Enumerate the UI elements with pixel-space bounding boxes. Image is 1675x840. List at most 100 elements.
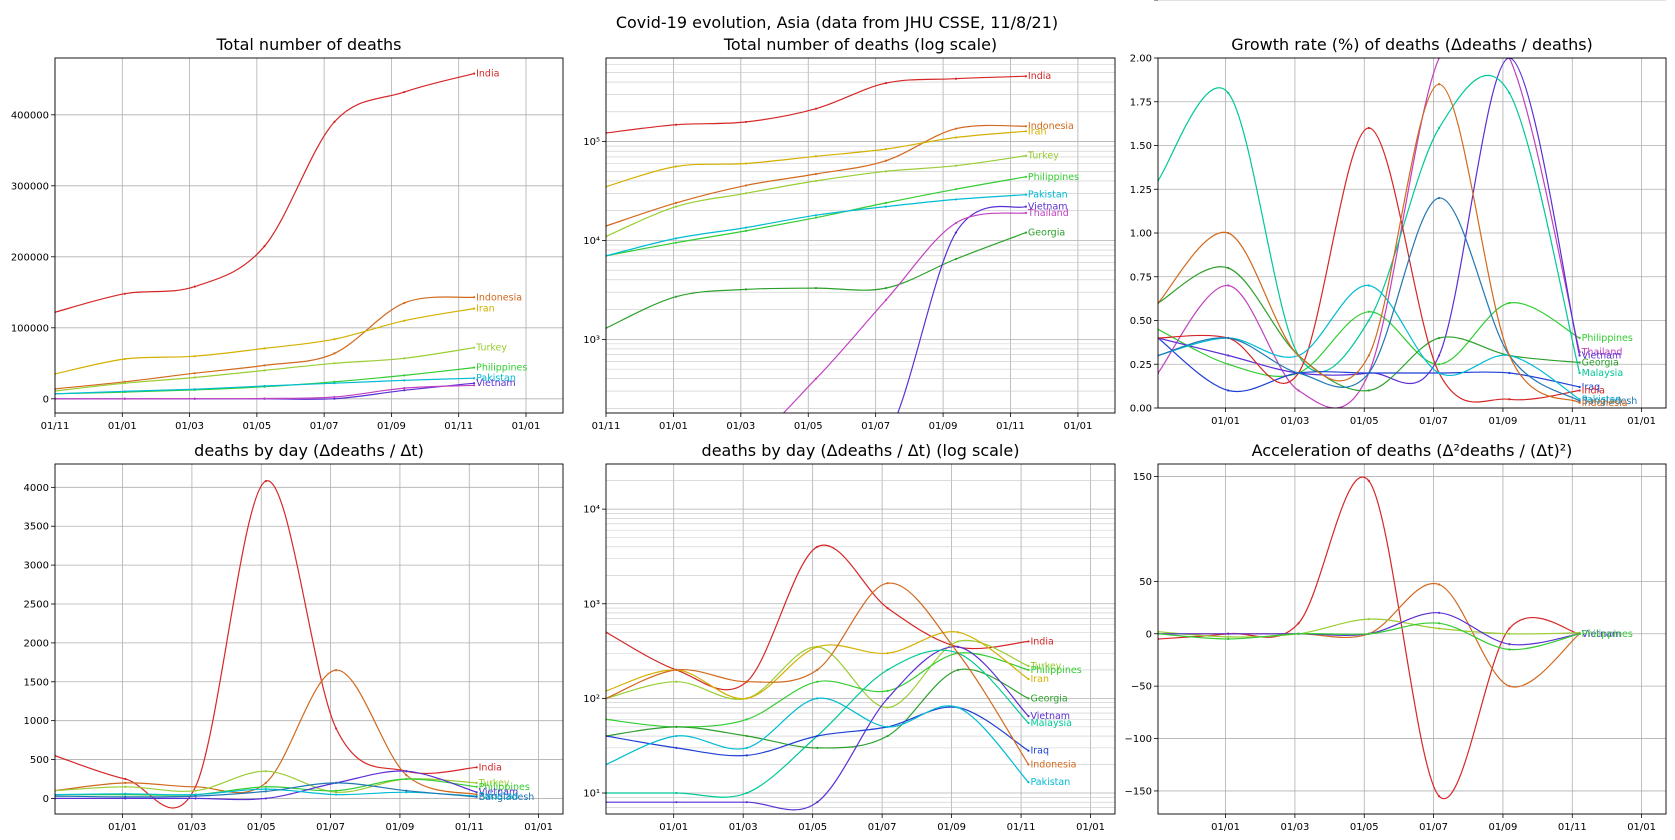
- y-tick-label: 2000: [24, 638, 49, 649]
- data-point: [744, 288, 748, 291]
- data-point: [1578, 385, 1581, 389]
- y-tick-label: −50: [1131, 682, 1152, 693]
- suptitle: Covid-19 evolution, Asia (data from JHU …: [616, 13, 1058, 32]
- chart-title: Total number of deaths: [215, 35, 401, 54]
- y-tick-label: 0.75: [1130, 272, 1152, 283]
- series-label: India: [1030, 636, 1053, 647]
- series-label: Indonesia: [1582, 398, 1628, 409]
- series-line-bangladesh: [1158, 197, 1580, 402]
- data-point: [263, 245, 266, 248]
- data-point: [814, 155, 818, 158]
- series-line-malaysia: [606, 649, 1029, 798]
- data-point: [675, 442, 677, 444]
- data-point: [194, 785, 197, 788]
- y-tick-label: 0: [43, 394, 49, 405]
- data-point: [745, 746, 748, 749]
- data-point: [475, 791, 478, 794]
- series-label: Philippines: [1582, 333, 1633, 344]
- series-label: Georgia: [1030, 693, 1067, 704]
- x-tick-label: 01/01: [1627, 416, 1656, 427]
- series-group: [605, 75, 1028, 444]
- series-label: Philippines: [1582, 629, 1633, 640]
- data-point: [1027, 664, 1030, 668]
- data-point: [1297, 354, 1300, 357]
- data-point: [333, 362, 336, 365]
- y-tick-label: 200000: [11, 252, 49, 263]
- data-point: [124, 795, 127, 798]
- series-label: Turkey: [478, 778, 510, 789]
- y-tick-label: 10⁴: [583, 236, 600, 247]
- series-label: Georgia: [1582, 358, 1619, 369]
- data-point: [193, 376, 196, 379]
- series-line-india: [606, 544, 1029, 691]
- series-label: Indonesia: [1030, 760, 1076, 771]
- series-label: Philippines: [1030, 665, 1081, 676]
- y-tick-label: 10¹: [583, 789, 600, 800]
- data-point: [1227, 266, 1230, 270]
- series-line-pakistan: [606, 697, 1029, 783]
- series-line-indonesia: [606, 582, 1030, 765]
- y-tick-label: 300000: [11, 181, 49, 192]
- data-point: [1367, 319, 1370, 322]
- data-point: [674, 205, 678, 208]
- y-tick-label: −150: [1125, 786, 1152, 797]
- data-point: [956, 668, 960, 672]
- x-tick-label: 01/01: [1627, 822, 1656, 833]
- series-label: India: [479, 762, 502, 773]
- data-point: [194, 797, 197, 800]
- data-point: [1367, 284, 1370, 287]
- data-point: [1508, 685, 1511, 688]
- x-tick-label: 01/01: [1211, 416, 1240, 427]
- y-tick-label: 2.00: [1130, 54, 1152, 65]
- data-point: [475, 795, 478, 798]
- data-point: [814, 216, 818, 219]
- data-point: [264, 790, 267, 793]
- data-point: [886, 582, 889, 585]
- series-line-indonesia: [1158, 582, 1580, 688]
- data-point: [264, 480, 267, 483]
- x-tick-label: 01/05: [1350, 416, 1379, 427]
- series-label: Indonesia: [1028, 121, 1074, 132]
- data-point: [1024, 231, 1028, 234]
- data-point: [1227, 635, 1230, 639]
- data-point: [405, 774, 408, 777]
- series-group: [55, 72, 476, 400]
- data-point: [1027, 677, 1030, 681]
- series-line-vietnam: [1158, 612, 1580, 646]
- x-tick-label: 01/01: [659, 421, 688, 432]
- data-point: [1024, 75, 1028, 78]
- data-point: [403, 357, 406, 360]
- data-point: [1578, 389, 1581, 392]
- data-point: [814, 172, 818, 176]
- y-tick-label: 0.25: [1130, 360, 1152, 371]
- x-tick-label: 01/01: [108, 421, 137, 432]
- series-line-vietnam: [55, 770, 477, 801]
- series-label: Vietnam: [1030, 711, 1070, 722]
- data-point: [334, 727, 338, 730]
- data-point: [605, 442, 607, 444]
- data-point: [1227, 637, 1230, 641]
- data-point: [124, 777, 127, 781]
- data-point: [954, 257, 958, 261]
- series-label: Iran: [1030, 674, 1049, 685]
- data-point: [885, 437, 887, 439]
- data-point: [674, 201, 678, 204]
- y-tick-label: 50: [1139, 577, 1152, 588]
- data-point: [1367, 617, 1370, 621]
- data-point: [405, 777, 408, 781]
- data-point: [193, 372, 196, 375]
- series-line-vietnam: [1158, 58, 1581, 385]
- x-tick-label: 01/01: [659, 822, 688, 833]
- data-point: [263, 364, 266, 367]
- y-tick-label: 1.75: [1130, 97, 1152, 108]
- data-point: [473, 307, 476, 310]
- x-tick-label: 01/07: [1419, 416, 1448, 427]
- data-point: [1027, 714, 1030, 718]
- data-point: [475, 781, 478, 784]
- data-point: [745, 754, 748, 757]
- data-point: [263, 369, 266, 372]
- data-point: [744, 162, 748, 165]
- data-point: [475, 766, 478, 769]
- y-tick-label: 3500: [24, 522, 49, 533]
- y-tick-label: 0: [1146, 629, 1152, 640]
